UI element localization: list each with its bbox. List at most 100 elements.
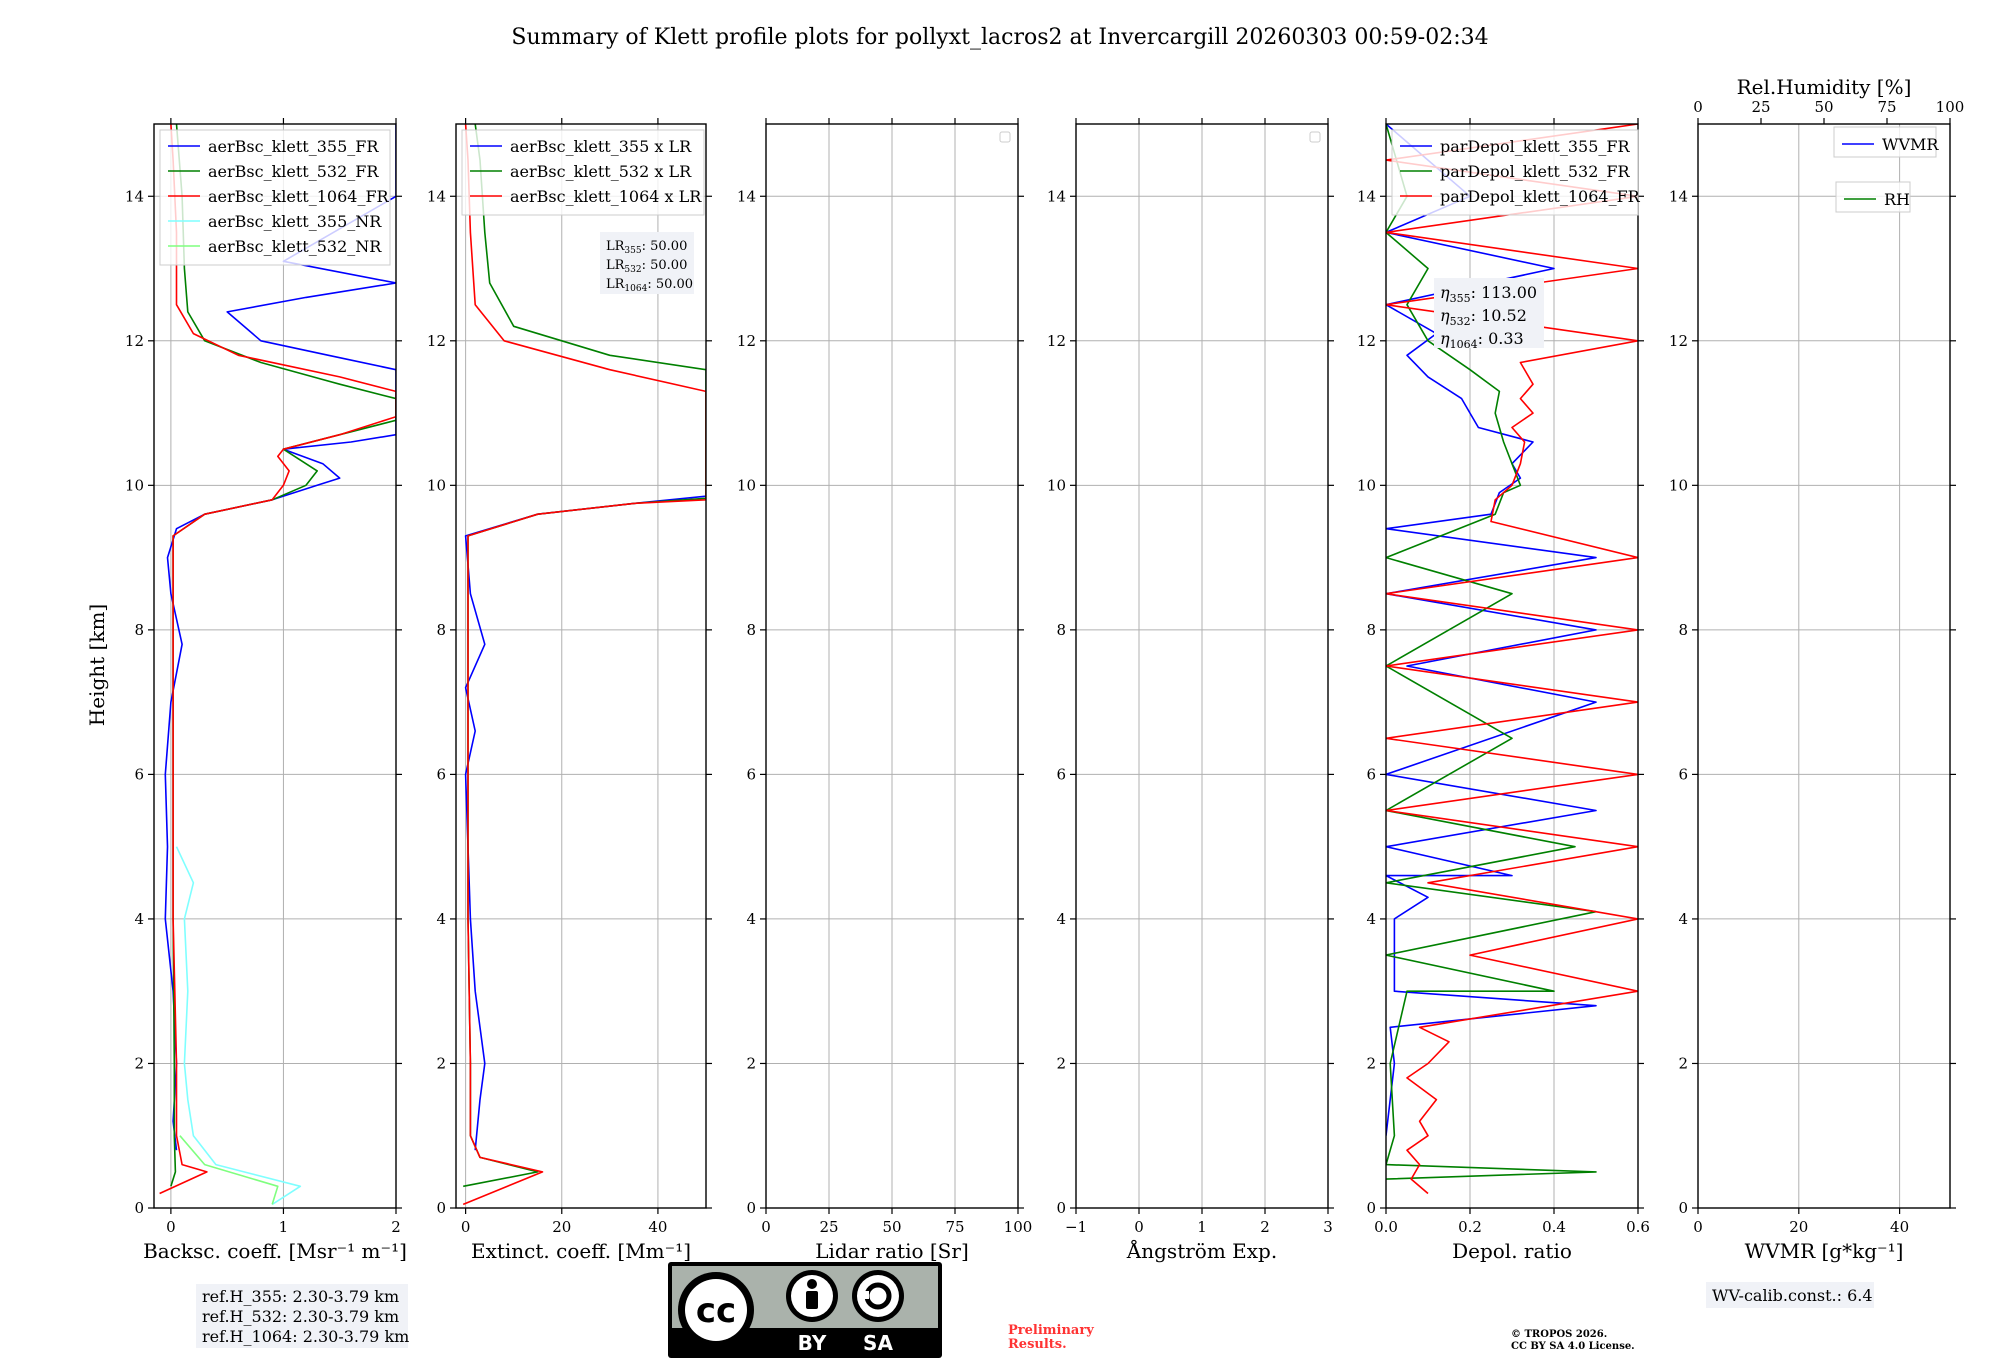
y-tick-label: 0 xyxy=(134,1199,144,1217)
legend-label-aerBsc_klett_532 x LR: aerBsc_klett_532 x LR xyxy=(510,162,692,181)
grid xyxy=(1697,124,1950,1209)
cc-by-sa-logo: cc BY SA xyxy=(668,1262,942,1358)
x-tick-label: 0.6 xyxy=(1626,1218,1650,1236)
panel-depol: 0 2 4 6 8 10 12 14 0.0 0.2 0.4 0.6 Depol. ratio parDe… xyxy=(1357,118,1650,1263)
legend-label-aerBsc_klett_355_FR: aerBsc_klett_355_FR xyxy=(208,137,379,156)
y-tick-label: 12 xyxy=(1047,332,1066,350)
x-axis-label-bsc: Backsc. coeff. [Msr⁻¹ m⁻¹] xyxy=(143,1239,407,1263)
y-tick-label: 12 xyxy=(1357,332,1376,350)
y-axis-label: Height [km] xyxy=(85,604,109,726)
legend-label-aerBsc_klett_1064 x LR: aerBsc_klett_1064 x LR xyxy=(510,187,702,206)
figure-title: Summary of Klett profile plots for polly… xyxy=(511,25,1488,50)
y-tick-label: 2 xyxy=(1678,1054,1688,1072)
y-tick-label: 4 xyxy=(134,910,144,928)
y-tick-label: 2 xyxy=(436,1054,446,1072)
y-tick-label: 10 xyxy=(1669,476,1688,494)
x-axis-label-depol: Depol. ratio xyxy=(1452,1239,1572,1263)
legend-label-RH: RH xyxy=(1884,190,1910,209)
wv-calib-note: WV-calib.const.: 6.4 xyxy=(1706,1282,1874,1308)
x-tick-label: 50 xyxy=(882,1218,901,1236)
series-group xyxy=(462,124,706,1206)
y-tick-label: 0 xyxy=(436,1199,446,1217)
axes-frame xyxy=(153,123,397,1209)
series-group xyxy=(1386,124,1638,1195)
x-tick-label: 0.0 xyxy=(1374,1218,1398,1236)
x-tick-label: 100 xyxy=(1004,1218,1033,1236)
y-tick-label: 14 xyxy=(1357,187,1376,205)
y-tick-label: 6 xyxy=(436,765,446,783)
eta-note-355: η355: 113.00 xyxy=(1440,283,1537,305)
y-tick-label: 8 xyxy=(1056,621,1066,639)
lr-note-532: LR532: 50.00 xyxy=(606,258,687,275)
x-axis-label-ang: Ångström Exp. xyxy=(1126,1238,1277,1263)
grid xyxy=(154,124,397,1209)
lr-note-1064: LR1064: 50.00 xyxy=(606,277,693,294)
sa-text: SA xyxy=(863,1331,893,1355)
lr-note-355: LR355: 50.00 xyxy=(606,239,687,256)
x-tick-label: 1 xyxy=(279,1218,289,1236)
y-tick-label: 4 xyxy=(746,910,756,928)
grid xyxy=(765,124,1019,1209)
series-parDepol_klett_532_FR xyxy=(1386,124,1597,1180)
y-tick-label: 6 xyxy=(1056,765,1066,783)
legend-label-aerBsc_klett_532_FR: aerBsc_klett_532_FR xyxy=(208,162,379,181)
legend-label-WVMR: WVMR xyxy=(1882,135,1939,154)
ref-height-notes: ref.H_355: 2.30-3.79 km ref.H_532: 2.30-… xyxy=(196,1284,409,1348)
x-tick-label: 0 xyxy=(166,1218,176,1236)
x-tick-label: 0 xyxy=(461,1218,471,1236)
x-tick-label: 20 xyxy=(1789,1218,1808,1236)
series-aerBsc_klett_1064 x LR xyxy=(462,124,706,1206)
ref-note-355: ref.H_355: 2.30-3.79 km xyxy=(202,1287,399,1306)
y-tick-label: 14 xyxy=(125,187,144,205)
x-tick-label: 25 xyxy=(819,1218,838,1236)
series-aerBsc_klett_355_NR xyxy=(175,846,302,1206)
x-tick-label: 3 xyxy=(1323,1218,1333,1236)
axes-frame xyxy=(1697,123,1951,1209)
y-tick-label: 0 xyxy=(1678,1199,1688,1217)
y-tick-label: 10 xyxy=(1047,476,1066,494)
legend: aerBsc_klett_355_FR aerBsc_klett_532_FRae… xyxy=(159,129,391,266)
empty-legend-box xyxy=(1309,131,1321,143)
legend: WVMR RH xyxy=(1833,126,1939,213)
y-tick-label: 10 xyxy=(1357,476,1376,494)
by-text: BY xyxy=(798,1331,827,1355)
axes-frame xyxy=(1385,123,1639,1209)
x-tick-label: 2 xyxy=(1260,1218,1270,1236)
top-x-axis-label: Rel.Humidity [%] xyxy=(1737,75,1912,99)
x-tick-label: 40 xyxy=(648,1218,667,1236)
y-tick-label: 2 xyxy=(1056,1054,1066,1072)
legend-label-parDepol_klett_355_FR: parDepol_klett_355_FR xyxy=(1440,137,1631,156)
series-aerBsc_klett_355_FR xyxy=(164,124,396,1151)
y-tick-label: 2 xyxy=(746,1054,756,1072)
y-tick-label: 14 xyxy=(737,187,756,205)
legend-label-parDepol_klett_1064_FR: parDepol_klett_1064_FR xyxy=(1440,187,1641,206)
series-aerBsc_klett_532_NR xyxy=(179,1135,279,1205)
x-tick-label: 40 xyxy=(1890,1218,1909,1236)
y-tick-label: 8 xyxy=(134,621,144,639)
panel-ext: 0 2 4 6 8 10 12 14 0 20 40 Extinct. coeff. [Mm⁻¹] ae… xyxy=(427,118,712,1263)
y-tick-label: 4 xyxy=(1366,910,1376,928)
legend: aerBsc_klett_355 x LR aerBsc_klett_532 x … xyxy=(461,129,705,216)
y-tick-label: 0 xyxy=(1366,1199,1376,1217)
y-tick-label: 14 xyxy=(1669,187,1688,205)
y-tick-label: 4 xyxy=(1678,910,1688,928)
x-tick-label: 20 xyxy=(552,1218,571,1236)
top-x-tick-label: 0 xyxy=(1693,98,1703,116)
x-tick-label: 0 xyxy=(1693,1218,1703,1236)
top-x-tick-label: 75 xyxy=(1877,98,1896,116)
panel-wv: 0 25 50 75 100 Rel.Humidity [%] 0 2 4 6 8 10 12 14 0 20… xyxy=(1669,75,1964,1263)
x-tick-label: 1 xyxy=(1197,1218,1207,1236)
y-tick-label: 10 xyxy=(427,476,446,494)
axes-frame xyxy=(455,123,707,1209)
legend-label-aerBsc_klett_355_NR: aerBsc_klett_355_NR xyxy=(208,212,382,231)
copyright-line-2: CC BY SA 4.0 License. xyxy=(1511,1341,1635,1352)
preliminary-line-1: Preliminary xyxy=(1008,1323,1094,1338)
series-aerBsc_klett_355 x LR xyxy=(464,495,706,1151)
x-tick-label: −1 xyxy=(1065,1218,1087,1236)
legend: parDepol_klett_355_FR parDepol_klett_532_… xyxy=(1391,129,1641,216)
x-axis-label-lr: Lidar ratio [Sr] xyxy=(815,1239,969,1263)
y-tick-label: 10 xyxy=(125,476,144,494)
eta-note-1064: η1064: 0.33 xyxy=(1440,329,1524,351)
panel-lr: 0 2 4 6 8 10 12 14 0 25 50 75 100 Lidar ratio [Sr] xyxy=(737,118,1032,1263)
